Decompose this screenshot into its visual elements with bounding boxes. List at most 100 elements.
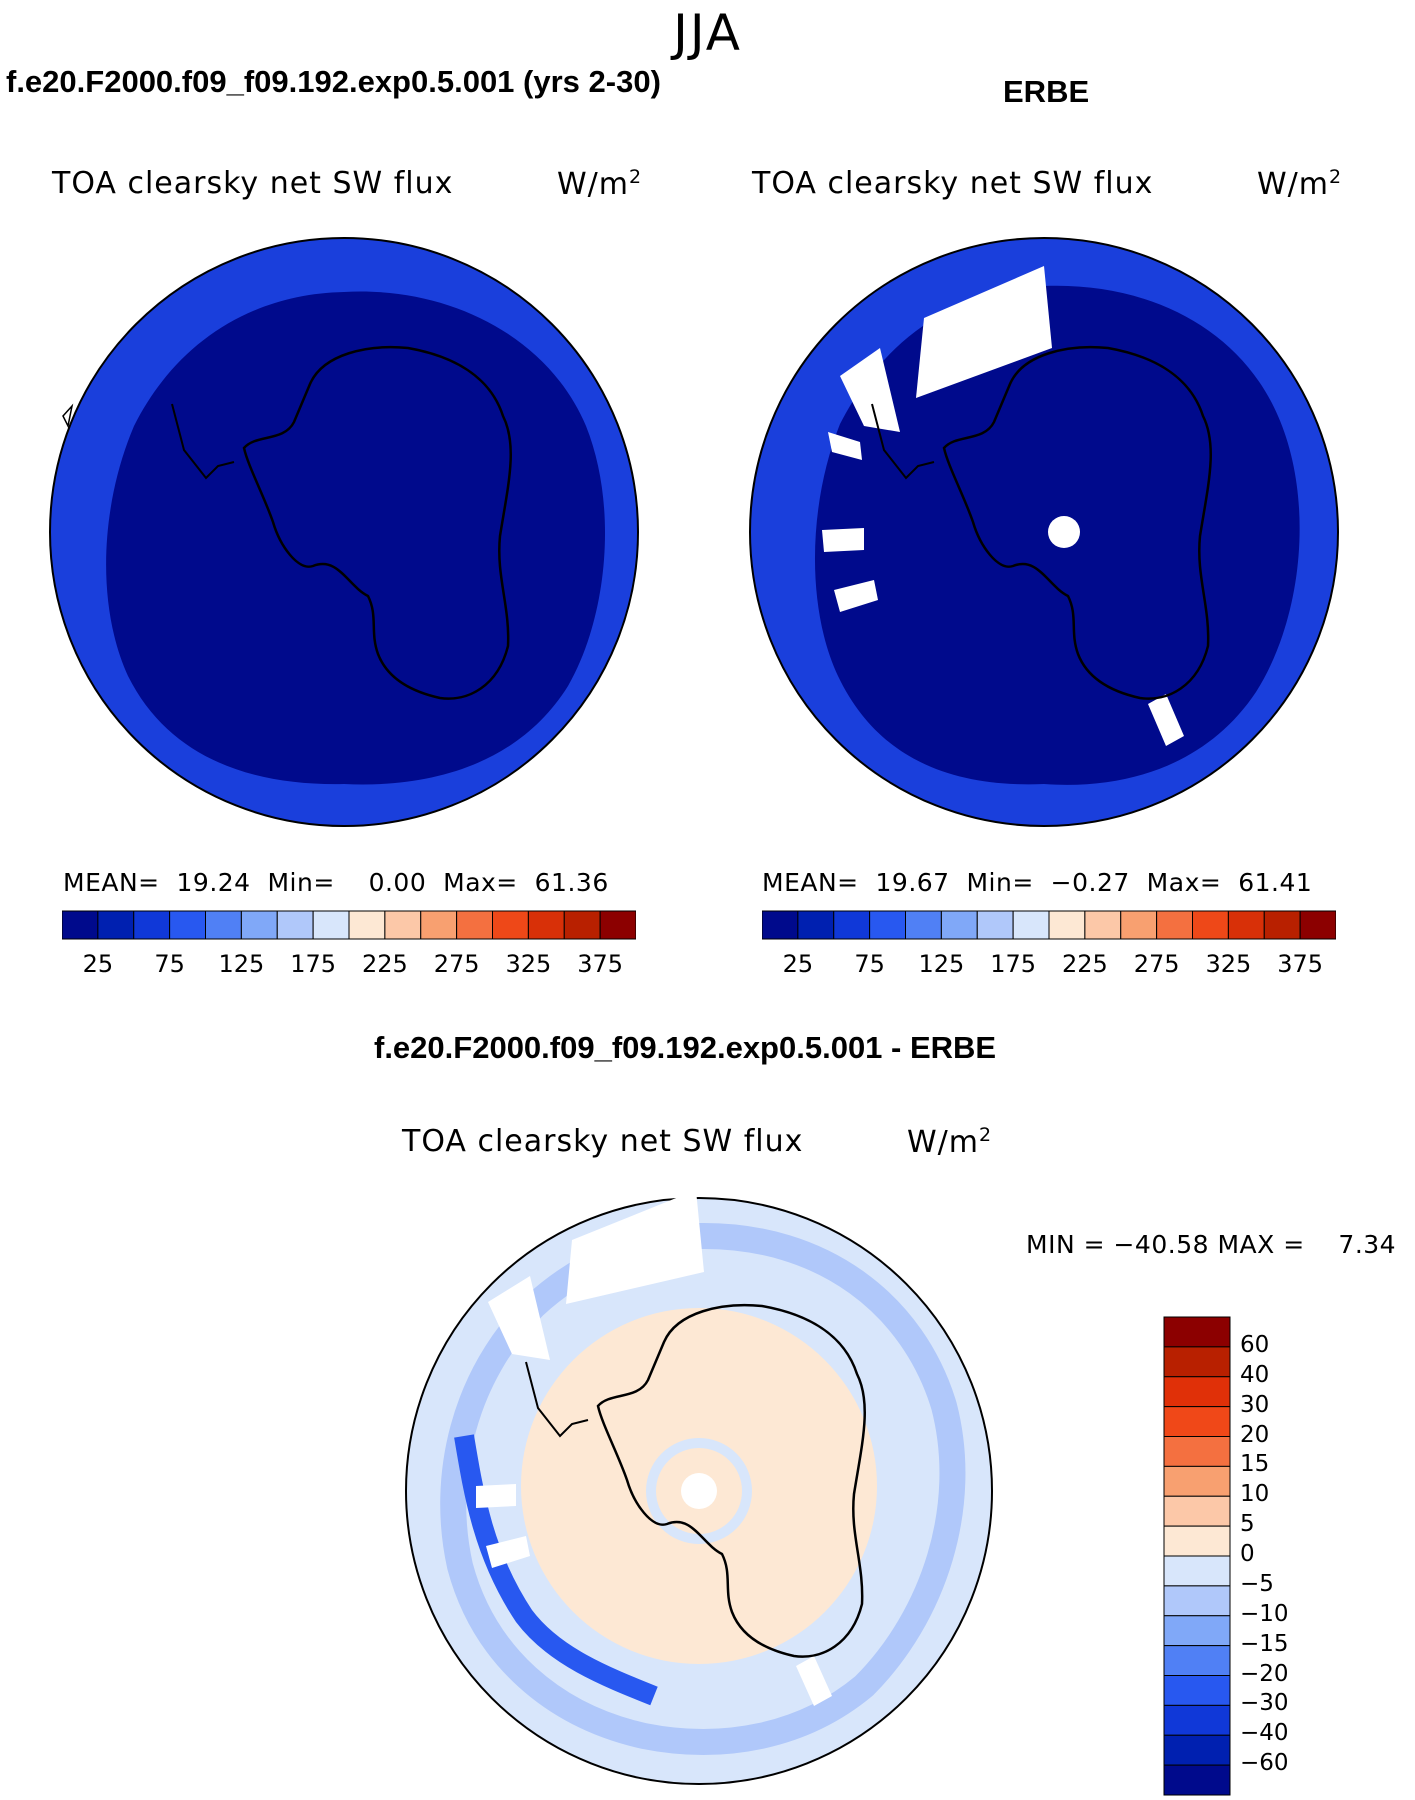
diff-colorbar-tick-label: −5	[1240, 1570, 1274, 1597]
obs-colorbar-tick-label: 375	[1277, 950, 1324, 978]
diff-colorbar-swatch	[1163, 1764, 1231, 1796]
obs-colorbar-swatch	[869, 910, 907, 940]
diff-colorbar-tick-label: 10	[1240, 1481, 1270, 1508]
model-colorbar-swatch	[97, 910, 135, 940]
diff-colorbar-swatch	[1163, 1704, 1231, 1736]
model-colorbar-swatch	[240, 910, 278, 940]
obs-stats: MEAN= 19.67 Min= −0.27 Max= 61.41	[762, 868, 1313, 897]
diff-colorbar-swatch	[1163, 1585, 1231, 1617]
diff-pole-hole	[681, 1473, 717, 1509]
diff-polar-map	[405, 1196, 993, 1785]
model-colorbar-labels: 25 75 125 175 225 275 325 375	[62, 950, 636, 982]
diff-pole-ring	[646, 1438, 752, 1544]
model-colorbar-swatch	[599, 910, 636, 940]
model-colorbar-swatch	[62, 910, 99, 940]
model-colorbar	[62, 910, 636, 940]
diff-colorbar-labels: 60 40 30 20 15 10 5 0 −5 −10 −15 −20 −30 −40 −60	[1240, 1316, 1320, 1796]
diff-colorbar-swatch	[1163, 1316, 1231, 1348]
obs-colorbar-tick-label: 325	[1205, 950, 1252, 978]
obs-missing-data-sector-4	[822, 528, 864, 552]
obs-colorbar-swatch	[762, 910, 799, 940]
diff-peninsula-coastline	[525, 1361, 589, 1438]
obs-colorbar-swatch	[1012, 910, 1050, 940]
diff-title: f.e20.F2000.f09_f09.192.exp0.5.001 - ERB…	[374, 1030, 997, 1065]
diff-colorbar-swatch	[1163, 1645, 1231, 1677]
diff-colorbar-tick-label: −60	[1240, 1750, 1289, 1777]
diff-colorbar-tick-label: −30	[1240, 1690, 1289, 1717]
diff-colorbar-tick-label: −20	[1240, 1660, 1289, 1687]
model-colorbar-swatch	[348, 910, 386, 940]
diff-colorbar	[1163, 1316, 1231, 1796]
diff-colorbar-swatch	[1163, 1465, 1231, 1497]
diff-colorbar-tick-label: 0	[1240, 1541, 1255, 1567]
model-panel-variable: TOA clearsky net SW flux	[52, 166, 454, 201]
obs-colorbar-swatch	[797, 910, 835, 940]
obs-colorbar-tick-label: 125	[918, 950, 965, 978]
obs-colorbar-swatch	[1263, 910, 1301, 940]
diff-colorbar-swatch	[1163, 1525, 1231, 1557]
diff-colorbar-swatch	[1163, 1675, 1231, 1706]
diff-colorbar-swatch	[1163, 1406, 1231, 1438]
obs-colorbar-swatch	[976, 910, 1014, 940]
model-colorbar-swatch	[312, 910, 350, 940]
obs-colorbar-tick-label: 25	[782, 950, 814, 978]
diff-colorbar-tick-label: −10	[1240, 1600, 1289, 1627]
diff-colorbar-tick-label: 40	[1240, 1361, 1270, 1388]
obs-colorbar-swatch	[1227, 910, 1265, 940]
diff-missing-sector-3	[476, 1484, 516, 1508]
model-colorbar-tick-label: 175	[290, 950, 337, 978]
diff-colorbar-tick-label: 20	[1240, 1421, 1270, 1448]
model-antarctica-coastline	[242, 345, 512, 700]
obs-pole-hole	[1048, 516, 1080, 548]
obs-antarctica-coastline	[942, 345, 1212, 700]
obs-missing-data-sector-3	[828, 432, 862, 460]
model-peninsula-coastline	[171, 403, 235, 480]
obs-colorbar-swatch	[905, 910, 942, 940]
model-colorbar-swatch	[384, 910, 422, 940]
model-colorbar-tick-label: 125	[218, 950, 265, 978]
diff-colorbar-swatch	[1163, 1555, 1231, 1587]
model-colorbar-tick-label: 275	[433, 950, 480, 978]
obs-missing-data-sector-2	[840, 348, 900, 432]
diff-colorbar-swatch	[1163, 1495, 1231, 1527]
obs-title: ERBE	[1003, 74, 1090, 109]
obs-polar-map	[749, 237, 1339, 827]
diff-panel-variable: TOA clearsky net SW flux	[402, 1124, 804, 1159]
diff-colorbar-tick-label: 15	[1240, 1451, 1270, 1478]
diff-antarctica-coastline	[596, 1303, 866, 1658]
obs-colorbar-swatch	[940, 910, 978, 940]
obs-colorbar-tick-label: 175	[990, 950, 1037, 978]
obs-peninsula-coastline	[871, 403, 935, 480]
model-map-interior	[106, 291, 606, 785]
model-colorbar-swatch	[133, 910, 171, 940]
diff-colorbar-swatch	[1163, 1615, 1231, 1647]
season-title: JJA	[673, 4, 742, 62]
diff-missing-sector-5	[796, 1656, 832, 1706]
obs-missing-data-sector-6	[1148, 694, 1184, 746]
obs-colorbar-swatch	[1048, 910, 1086, 940]
diff-stats: MIN = −40.58 MAX = 7.34	[1026, 1230, 1397, 1259]
diff-missing-sector-1	[566, 1196, 704, 1304]
model-colorbar-swatch	[563, 910, 601, 940]
obs-colorbar-labels: 25 75 125 175 225 275 325 375	[762, 950, 1336, 982]
diff-missing-sector-4	[486, 1536, 530, 1568]
diff-colorbar-swatch	[1163, 1436, 1231, 1467]
diff-missing-sector-2	[488, 1276, 550, 1360]
obs-panel-units: W/m2	[1257, 166, 1343, 202]
diff-colorbar-tick-label: −40	[1240, 1720, 1289, 1747]
model-colorbar-swatch	[527, 910, 565, 940]
diff-panel-units: W/m2	[907, 1124, 993, 1160]
diff-colorbar-tick-label: 30	[1240, 1391, 1270, 1418]
obs-missing-data-sector-1	[916, 266, 1052, 398]
model-colorbar-swatch	[420, 910, 458, 940]
diff-colorbar-swatch	[1163, 1346, 1231, 1378]
model-colorbar-swatch	[492, 910, 529, 940]
obs-colorbar-swatch	[1084, 910, 1122, 940]
obs-colorbar-tick-label: 75	[854, 950, 885, 978]
model-colorbar-swatch	[169, 910, 207, 940]
model-colorbar-tick-label: 225	[361, 950, 408, 978]
model-colorbar-tick-label: 75	[154, 950, 185, 978]
model-panel-units: W/m2	[557, 166, 643, 202]
model-colorbar-swatch	[276, 910, 314, 940]
obs-colorbar-swatch	[1192, 910, 1229, 940]
